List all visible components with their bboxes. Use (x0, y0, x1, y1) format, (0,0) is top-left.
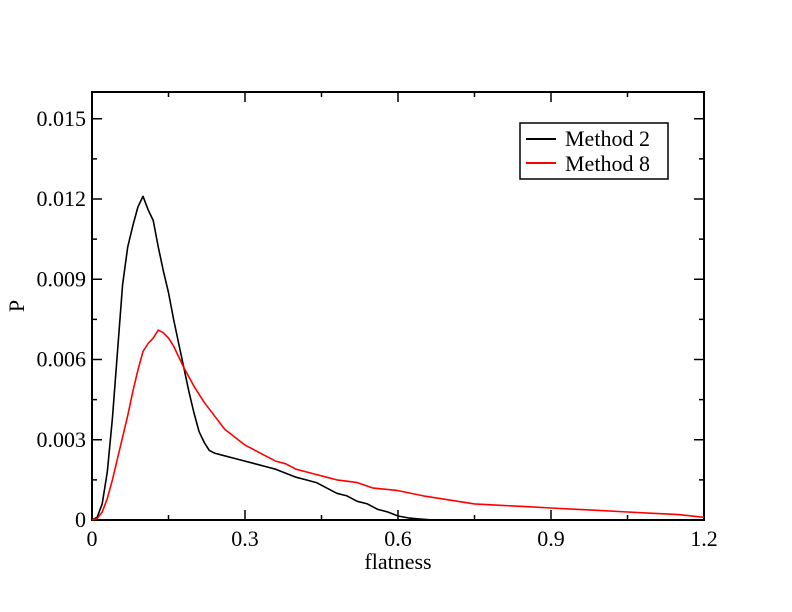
series-group (91, 195, 705, 521)
x-tick-label: 0.3 (231, 526, 259, 551)
legend-label-method-8: Method 8 (565, 151, 650, 176)
legend: Method 2 Method 8 (519, 122, 669, 180)
x-axis-label: flatness (364, 549, 431, 574)
y-tick-label: 0.009 (37, 266, 87, 291)
x-tick-label: 0 (87, 526, 98, 551)
y-tick-label: 0.006 (37, 347, 87, 372)
y-tick-label: 0.015 (37, 106, 87, 131)
y-tick-label: 0.012 (37, 186, 87, 211)
series-line-method-8 (91, 329, 705, 521)
y-tick-label: 0.003 (37, 427, 87, 452)
legend-label-method-2: Method 2 (565, 126, 650, 151)
legend-box (519, 122, 669, 180)
tick-group: 0 0.3 0.6 0.9 1.2 0 0.003 0.006 0.009 0.012 0.015 (37, 92, 718, 551)
series-line-method-2 (91, 195, 704, 521)
y-tick-label: 0 (75, 507, 86, 532)
x-tick-label: 0.6 (384, 526, 412, 551)
x-tick-label: 1.2 (690, 526, 718, 551)
x-tick-label: 0.9 (537, 526, 565, 551)
y-axis-label: P (4, 300, 29, 312)
